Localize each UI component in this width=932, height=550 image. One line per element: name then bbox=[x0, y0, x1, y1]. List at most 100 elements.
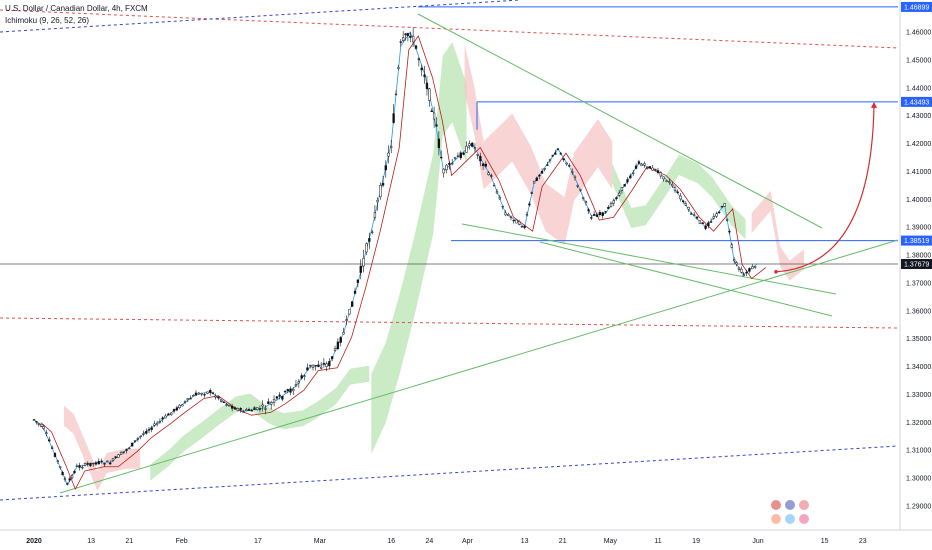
candle-body bbox=[333, 348, 337, 351]
candle bbox=[317, 360, 320, 368]
candle bbox=[753, 266, 757, 269]
candle bbox=[371, 229, 374, 235]
trendline-lower-channel-b bbox=[539, 241, 833, 317]
candle-body bbox=[698, 220, 702, 224]
candle-body bbox=[581, 197, 585, 199]
candle bbox=[245, 407, 248, 412]
time-tick-label: 16 bbox=[387, 538, 395, 545]
candle bbox=[225, 402, 228, 407]
candle-body bbox=[114, 456, 117, 459]
candle-body bbox=[348, 309, 351, 315]
candle-body bbox=[356, 279, 360, 283]
price-tick-label: 1.46000 bbox=[906, 30, 931, 37]
candle-body bbox=[368, 238, 371, 242]
candle bbox=[640, 162, 643, 167]
candle bbox=[581, 196, 585, 201]
candle-body bbox=[601, 212, 604, 216]
candle bbox=[309, 364, 312, 369]
candle bbox=[119, 451, 123, 455]
candle bbox=[376, 197, 379, 211]
candle-body bbox=[651, 167, 654, 171]
candle-body bbox=[183, 401, 187, 403]
kijun-sen-line bbox=[41, 35, 767, 491]
symbol-title[interactable]: U.S. Dollar / Canadian Dollar, 4h, FXCM bbox=[5, 4, 148, 13]
candle-body bbox=[48, 439, 51, 442]
price-tick-label: 1.44000 bbox=[906, 85, 931, 92]
candle-body bbox=[272, 398, 276, 403]
candle-body bbox=[387, 152, 390, 157]
candle-body bbox=[718, 211, 721, 214]
candle-body bbox=[640, 163, 643, 167]
candle bbox=[538, 174, 541, 180]
time-tick-label: 21 bbox=[125, 538, 133, 545]
candle bbox=[211, 391, 215, 394]
candle bbox=[528, 201, 531, 207]
candle bbox=[423, 66, 426, 84]
candle-body bbox=[233, 407, 237, 410]
candle-body bbox=[437, 138, 441, 148]
candle-body bbox=[530, 192, 533, 194]
candle bbox=[42, 424, 45, 431]
candle-body bbox=[451, 162, 454, 165]
candle bbox=[695, 216, 699, 220]
price-tick-label: 1.29000 bbox=[906, 504, 931, 511]
candle bbox=[278, 392, 281, 400]
candle-body bbox=[359, 265, 362, 273]
candle-body bbox=[476, 154, 479, 156]
candle bbox=[414, 45, 418, 50]
candle-body bbox=[253, 407, 256, 410]
candle bbox=[175, 405, 179, 412]
candle bbox=[397, 65, 400, 71]
logo-dot bbox=[799, 514, 809, 524]
price-tag: 1.38519 bbox=[901, 235, 932, 246]
candle-body bbox=[401, 37, 405, 41]
candle-body bbox=[164, 415, 167, 419]
candle-body bbox=[576, 185, 579, 187]
candle-body bbox=[442, 168, 445, 174]
candle-body bbox=[543, 168, 546, 170]
candle-body bbox=[745, 271, 748, 274]
candle bbox=[612, 198, 615, 207]
candle-body bbox=[704, 225, 707, 229]
candle bbox=[420, 64, 423, 77]
candle-body bbox=[289, 388, 292, 393]
candle-body bbox=[214, 395, 217, 398]
candle bbox=[314, 365, 317, 371]
candle-body bbox=[473, 147, 477, 149]
candle bbox=[192, 394, 195, 397]
candle bbox=[590, 214, 593, 221]
candle-body bbox=[753, 266, 757, 268]
candle bbox=[35, 421, 38, 425]
price-tick-label: 1.42000 bbox=[906, 141, 931, 148]
price-tag-bg bbox=[901, 259, 932, 270]
price-tick-label: 1.37000 bbox=[906, 280, 931, 287]
candle-body bbox=[551, 155, 554, 157]
candle-body bbox=[733, 259, 736, 262]
candle bbox=[200, 392, 203, 397]
candle-body bbox=[690, 213, 693, 215]
candle-body bbox=[423, 74, 426, 78]
indicator-legend[interactable]: Ichimoku (9, 26, 52, 26) bbox=[5, 16, 90, 25]
candle-body bbox=[186, 398, 189, 401]
candle bbox=[504, 210, 507, 217]
candle bbox=[384, 160, 387, 178]
candle bbox=[322, 358, 326, 368]
candle bbox=[473, 143, 477, 153]
candle bbox=[106, 460, 109, 462]
candle bbox=[490, 173, 493, 179]
time-tick-label: Jun bbox=[752, 538, 763, 545]
price-tag-label: 1.43493 bbox=[904, 99, 929, 106]
candle-body bbox=[228, 404, 231, 407]
price-tag: 1.43493 bbox=[901, 96, 932, 107]
candle bbox=[737, 266, 741, 272]
candle bbox=[73, 469, 76, 475]
candle bbox=[651, 164, 654, 171]
candle bbox=[656, 167, 660, 175]
candle-body bbox=[303, 375, 306, 377]
candle-body bbox=[742, 274, 745, 277]
candle bbox=[228, 404, 231, 407]
candle bbox=[253, 406, 256, 410]
candle bbox=[61, 470, 64, 476]
